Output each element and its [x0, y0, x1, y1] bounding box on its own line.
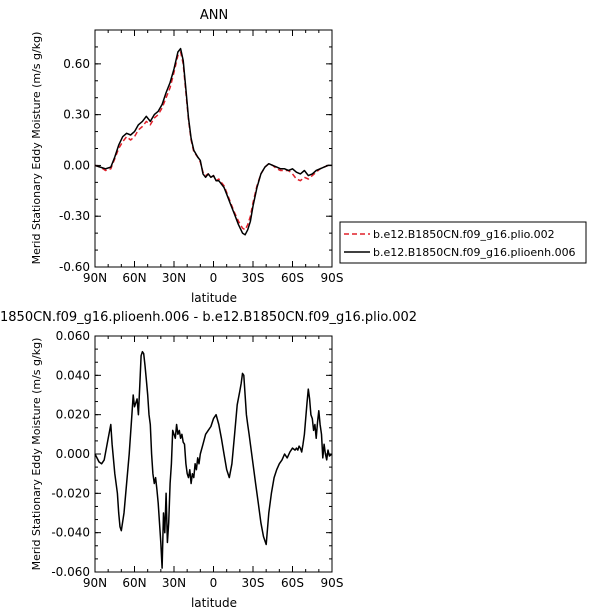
top-y-tick-label: 0.00	[63, 158, 90, 172]
top-x-tick-label: 60N	[122, 271, 146, 285]
top-x-tick-label: 90N	[83, 271, 107, 285]
bottom-panel: 1850CN.f09_g16.plioenh.006 - b.e12.B1850…	[0, 310, 417, 610]
bottom-y-tick-label: 0.020	[56, 408, 90, 422]
top-y-tick-label: 0.60	[63, 57, 90, 71]
bottom-series-line-0	[94, 350, 333, 569]
bottom-y-tick-label: -0.020	[51, 486, 90, 500]
top-chart-title: ANN	[200, 8, 228, 23]
top-axes: 90N 60N 30N 0 30S 60S 90S 0.60 0.30 0.00 -0.30 -0.6…	[59, 29, 344, 285]
top-x-tick-label: 0	[210, 271, 218, 285]
bottom-y-tick-label: 0.040	[56, 368, 90, 382]
bottom-x-tick-label: 90S	[321, 576, 344, 590]
bottom-y-tick-label: -0.060	[51, 565, 90, 579]
top-y-tick-label: 0.30	[63, 108, 90, 122]
bottom-x-tick-label: 0	[210, 576, 218, 590]
bottom-x-tick-label: 30N	[162, 576, 186, 590]
top-x-tick-label: 30N	[162, 271, 186, 285]
top-series-line-0	[94, 51, 332, 231]
top-x-tick-label: 60S	[281, 271, 304, 285]
top-y-tick-label: -0.60	[59, 260, 90, 274]
bottom-y-axis-label: Merid Stationary Eddy Moisture (m/s g/kg…	[30, 338, 43, 571]
top-series-line-1	[94, 47, 332, 236]
bottom-chart-title: 1850CN.f09_g16.plioenh.006 - b.e12.B1850…	[0, 310, 417, 325]
bottom-plot-frame	[94, 335, 333, 573]
top-y-axis-label: Merid Stationary Eddy Moisture (m/s g/kg…	[30, 32, 43, 265]
legend-label-plio: b.e12.B1850CN.f09_g16.plio.002	[373, 228, 555, 241]
bottom-x-tick-label: 30S	[242, 576, 265, 590]
top-panel: ANN 90N 60N 30N 0 30S 60S 90S 0.60 0.30 0.00 -0.30…	[30, 8, 343, 305]
top-y-tick-label: -0.30	[59, 209, 90, 223]
bottom-x-axis-label: latitude	[191, 596, 237, 610]
legend: b.e12.B1850CN.f09_g16.plio.002 b.e12.B18…	[339, 221, 587, 264]
bottom-y-tick-label: 0.000	[56, 447, 90, 461]
top-x-tick-label: 90S	[321, 271, 344, 285]
top-x-axis-label: latitude	[191, 291, 237, 305]
bottom-x-tick-label: 90N	[83, 576, 107, 590]
bottom-x-tick-label: 60N	[122, 576, 146, 590]
legend-label-plioenh: b.e12.B1850CN.f09_g16.plioenh.006	[373, 246, 576, 259]
bottom-y-tick-label: 0.060	[56, 329, 90, 343]
bottom-x-tick-label: 60S	[281, 576, 304, 590]
top-x-tick-label: 30S	[242, 271, 265, 285]
top-series-lines	[94, 47, 332, 236]
legend-box	[339, 221, 587, 264]
bottom-y-tick-label: -0.040	[51, 526, 90, 540]
top-plot-frame	[94, 29, 333, 268]
bottom-series-lines	[94, 350, 333, 569]
